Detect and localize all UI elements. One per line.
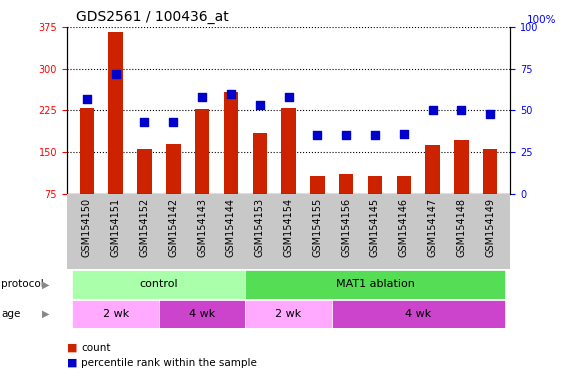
Text: GDS2561 / 100436_at: GDS2561 / 100436_at: [75, 10, 229, 25]
Text: protocol: protocol: [1, 279, 44, 290]
Text: ▶: ▶: [42, 279, 50, 290]
Text: GSM154148: GSM154148: [456, 198, 466, 257]
Point: [457, 107, 466, 114]
Text: GSM154152: GSM154152: [140, 198, 150, 257]
Text: GSM154151: GSM154151: [111, 198, 121, 257]
Point: [342, 132, 351, 139]
Point: [82, 96, 92, 102]
Point: [111, 71, 120, 77]
Bar: [72, 300, 159, 328]
Text: age: age: [1, 309, 20, 319]
Text: GSM154156: GSM154156: [341, 198, 351, 257]
Bar: [224, 92, 238, 194]
Text: GSM154145: GSM154145: [370, 198, 380, 257]
Text: GSM154155: GSM154155: [313, 198, 322, 257]
Text: ■: ■: [67, 358, 77, 368]
Bar: [166, 144, 180, 194]
Bar: [79, 108, 94, 194]
Text: GSM154149: GSM154149: [485, 198, 495, 257]
Point: [399, 131, 408, 137]
Point: [255, 102, 264, 108]
Point: [140, 119, 149, 125]
Bar: [483, 149, 498, 194]
Text: GSM154150: GSM154150: [82, 198, 92, 257]
Bar: [252, 133, 267, 194]
Bar: [281, 108, 296, 194]
Bar: [137, 149, 152, 194]
Bar: [454, 140, 469, 194]
Text: control: control: [140, 279, 178, 290]
Y-axis label: 100%: 100%: [527, 15, 556, 25]
Bar: [425, 145, 440, 194]
Bar: [195, 109, 209, 194]
Text: 4 wk: 4 wk: [405, 309, 432, 319]
Point: [428, 107, 437, 114]
Bar: [72, 270, 245, 299]
Text: GSM154154: GSM154154: [284, 198, 293, 257]
Text: GSM154143: GSM154143: [197, 198, 207, 257]
Text: GSM154146: GSM154146: [399, 198, 409, 257]
Point: [313, 132, 322, 139]
Text: 2 wk: 2 wk: [276, 309, 302, 319]
Bar: [245, 270, 505, 299]
Text: 4 wk: 4 wk: [189, 309, 215, 319]
Bar: [332, 300, 505, 328]
Text: MAT1 ablation: MAT1 ablation: [336, 279, 415, 290]
Point: [197, 94, 206, 100]
Text: GSM154153: GSM154153: [255, 198, 264, 257]
Point: [169, 119, 178, 125]
Text: GSM154142: GSM154142: [168, 198, 178, 257]
Point: [485, 111, 495, 117]
Bar: [368, 175, 382, 194]
Bar: [397, 175, 411, 194]
Bar: [245, 300, 332, 328]
Point: [284, 94, 293, 100]
Text: percentile rank within the sample: percentile rank within the sample: [81, 358, 257, 368]
Bar: [159, 300, 245, 328]
Text: GSM154147: GSM154147: [427, 198, 437, 257]
Bar: [108, 33, 123, 194]
Text: ■: ■: [67, 343, 77, 353]
Point: [226, 91, 235, 97]
Point: [371, 132, 380, 139]
Text: 2 wk: 2 wk: [103, 309, 129, 319]
Bar: [339, 174, 353, 194]
Bar: [310, 175, 325, 194]
Text: ▶: ▶: [42, 309, 50, 319]
Text: count: count: [81, 343, 111, 353]
Text: GSM154144: GSM154144: [226, 198, 236, 257]
